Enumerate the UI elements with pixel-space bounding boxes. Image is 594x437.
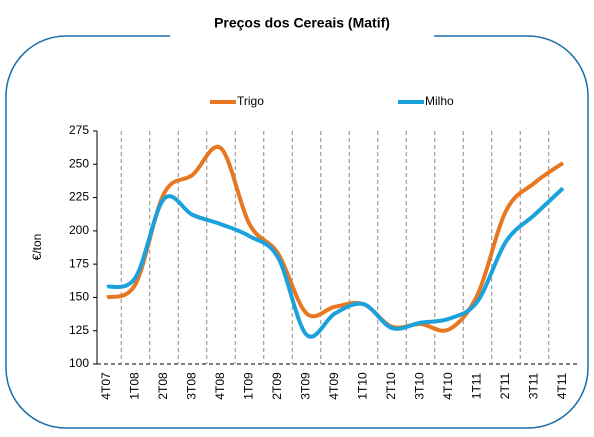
line-series <box>106 144 565 333</box>
chart-title: Preços dos Cereais (Matif) <box>214 15 390 31</box>
y-axis-label: €/ton <box>30 234 44 261</box>
y-tick-label: 225 <box>69 190 89 204</box>
x-tick-label: 2T08 <box>156 372 170 400</box>
x-tick-label: 1T09 <box>242 372 256 400</box>
y-tick-label: 150 <box>69 290 89 304</box>
x-tick-label: 2T09 <box>270 372 284 400</box>
y-tick-label: 250 <box>69 156 89 170</box>
y-tick-label: 200 <box>69 223 89 237</box>
legend-label: Trigo <box>237 94 264 108</box>
legend-label: Milho <box>425 94 454 108</box>
x-tick-label: 2T11 <box>498 372 512 399</box>
x-tick-label: 3T08 <box>185 372 199 400</box>
x-tick-label: 4T07 <box>99 372 113 400</box>
x-tick-label: 4T11 <box>555 372 569 399</box>
x-tick-label: 1T10 <box>356 372 370 400</box>
y-tick-label: 125 <box>69 323 89 337</box>
frame <box>5 35 589 429</box>
x-tick-label: 3T11 <box>527 372 541 399</box>
y-tick-label: 100 <box>69 356 89 370</box>
x-tick-label: 4T10 <box>441 372 455 400</box>
x-tick-label: 3T10 <box>413 372 427 400</box>
x-tick-label: 4T09 <box>327 372 341 400</box>
y-tick-label: 275 <box>69 123 89 137</box>
line-series <box>106 186 565 339</box>
x-tick-label: 4T08 <box>213 372 227 400</box>
title-bg <box>170 26 434 46</box>
x-tick-label: 2T10 <box>384 372 398 400</box>
x-tick-label: 1T11 <box>470 372 484 399</box>
y-tick-label: 175 <box>69 256 89 270</box>
x-tick-label: 3T09 <box>299 372 313 400</box>
x-tick-label: 1T08 <box>128 372 142 400</box>
